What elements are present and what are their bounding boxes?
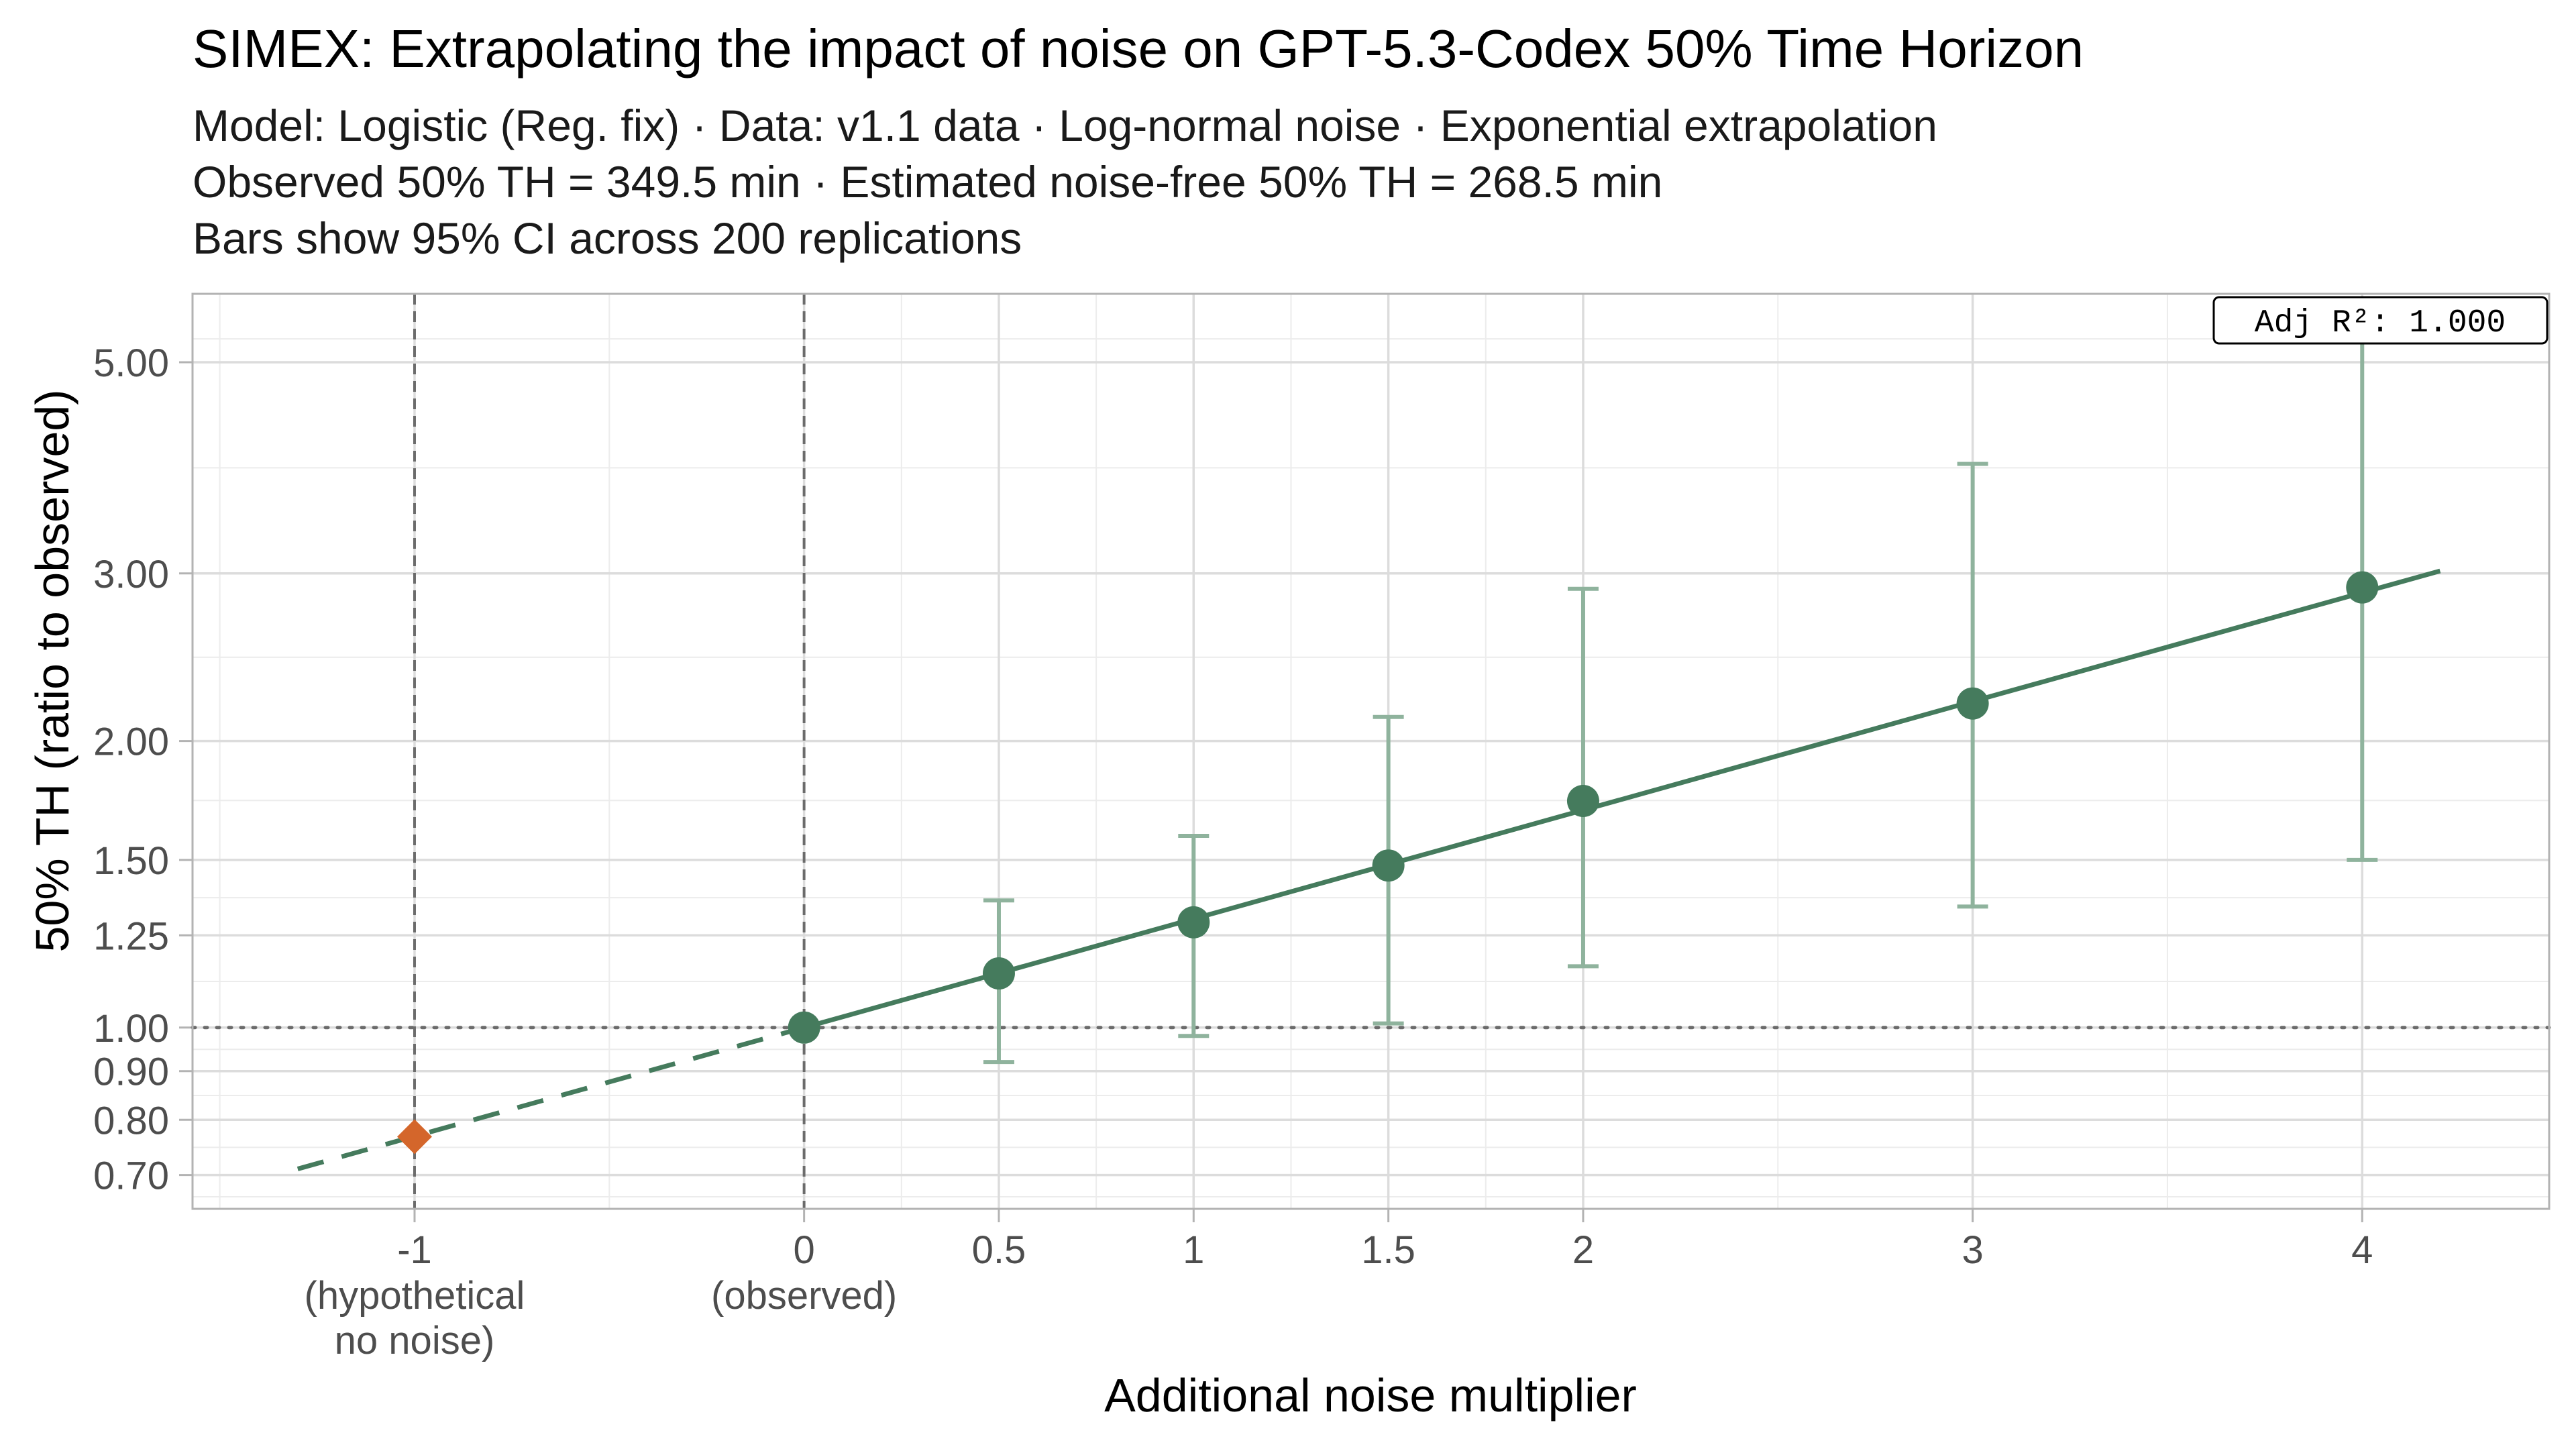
y-axis-title: 50% TH (ratio to observed) [26, 389, 78, 952]
y-tick-label: 1.25 [93, 914, 169, 958]
y-tick-label: 1.00 [93, 1007, 169, 1051]
fit-line [803, 568, 2441, 1030]
data-point [982, 957, 1015, 990]
y-tick-label: 5.00 [93, 341, 169, 385]
x-tick-label: 0.5 [972, 1228, 1026, 1272]
data-point [1956, 687, 1989, 720]
chart-subtitle-line-3: Bars show 95% CI across 200 replications [193, 213, 1022, 263]
data-point [1566, 785, 1599, 818]
x-tick-label: -1 [397, 1228, 432, 1272]
data-point [788, 1011, 820, 1044]
extrapolated-point-diamond [396, 1119, 432, 1155]
annotation-box [2212, 296, 2548, 345]
y-tick-label: 2.00 [93, 720, 169, 764]
x-tick-label: 2 [1572, 1228, 1594, 1272]
x-tick-sublabel: (observed) [711, 1274, 897, 1318]
annotation-text: Adj R²: 1.000 [2255, 305, 2506, 341]
x-tick-sublabel: (hypothetical [305, 1274, 525, 1318]
y-tick-label: 3.00 [93, 553, 169, 596]
x-tick-sublabel: no noise) [335, 1319, 495, 1362]
y-tick-label: 0.90 [93, 1051, 169, 1094]
x-axis-title: Additional noise multiplier [1104, 1369, 1637, 1421]
x-tick-label: 3 [1962, 1228, 1983, 1272]
adj-r2-annotation: Adj R²: 1.000 [2212, 296, 2548, 345]
y-tick-label: 0.80 [93, 1099, 169, 1142]
plot-panel [179, 292, 2551, 1222]
x-tick-label: 1 [1183, 1228, 1204, 1272]
x-tick-label: 1.5 [1361, 1228, 1415, 1272]
x-tick-label: 4 [2351, 1228, 2373, 1272]
chart-subtitle-line-2: Observed 50% TH = 349.5 min · Estimated … [193, 157, 1662, 207]
y-tick-label: 1.50 [93, 839, 169, 883]
panel-border [191, 292, 2551, 1210]
data-point [1177, 906, 1210, 938]
data-point [1372, 849, 1405, 882]
y-tick-label: 0.70 [93, 1155, 169, 1198]
chart-title: SIMEX: Extrapolating the impact of noise… [193, 19, 2084, 78]
chart-subtitle-line-1: Model: Logistic (Reg. fix) · Data: v1.1 … [193, 101, 1937, 150]
panel-background [193, 294, 2549, 1209]
x-tick-label: 0 [794, 1228, 815, 1272]
data-point [2346, 571, 2379, 604]
